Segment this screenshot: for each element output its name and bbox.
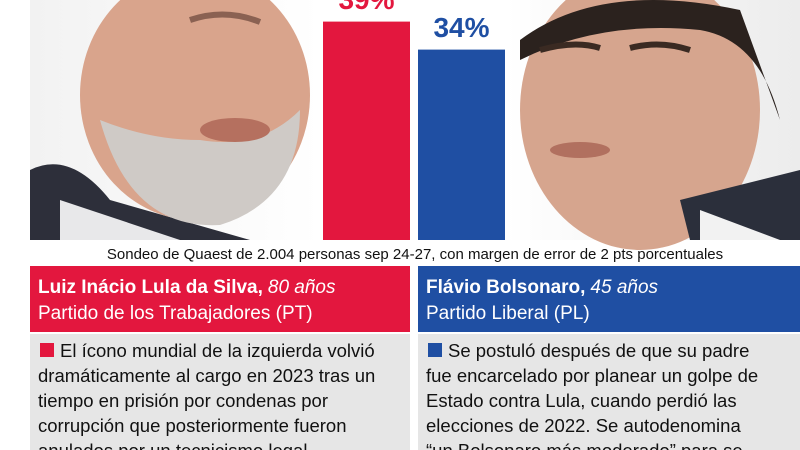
bar bbox=[323, 21, 410, 240]
candidate-header: Luiz Inácio Lula da Silva, 80 años bbox=[38, 277, 336, 298]
candidate-header: Flávio Bolsonaro, 45 años bbox=[426, 277, 659, 298]
candidate-name: Luiz Inácio Lula da Silva, bbox=[38, 277, 263, 298]
value-label: 34% bbox=[433, 12, 489, 43]
bio-line: Se postuló después de que su padre bbox=[448, 340, 749, 361]
candidate-name: Flávio Bolsonaro, bbox=[426, 277, 585, 298]
bio-line: anulados por un tecnicismo legal bbox=[38, 440, 307, 450]
bio-line: “un Bolsonaro más moderado” para se bbox=[426, 440, 743, 450]
bio-line: tiempo en prisión por condenas por bbox=[38, 390, 328, 411]
body-right bbox=[418, 334, 800, 450]
body-left bbox=[30, 334, 410, 450]
bio-line: corrupción que posteriormente fueron bbox=[38, 415, 347, 436]
bar bbox=[418, 49, 505, 240]
header-left bbox=[30, 266, 410, 332]
bullet-right bbox=[428, 343, 442, 357]
candidate-age: 80 años bbox=[268, 277, 336, 298]
candidate-party: Partido de los Trabajadores (PT) bbox=[38, 303, 313, 324]
source-note: Sondeo de Quaest de 2.004 personas sep 2… bbox=[107, 246, 723, 263]
candidate-age: 45 años bbox=[590, 277, 658, 298]
photo-right bbox=[505, 0, 800, 250]
bullet-left bbox=[40, 343, 54, 357]
candidate-party: Partido Liberal (PL) bbox=[426, 303, 590, 324]
bio-line: dramáticamente al cargo en 2023 tras un bbox=[38, 365, 375, 386]
header-right bbox=[418, 266, 800, 332]
value-label: 39% bbox=[338, 0, 394, 15]
bio-line: El ícono mundial de la izquierda volvió bbox=[60, 340, 375, 361]
bio-line: elecciones de 2022. Se autodenomina bbox=[426, 415, 741, 436]
bio-line: fue encarcelado por planear un golpe de bbox=[426, 365, 758, 386]
bio-line: Estado contra Lula, cuando perdió las bbox=[426, 390, 737, 411]
photo-left bbox=[30, 0, 320, 240]
